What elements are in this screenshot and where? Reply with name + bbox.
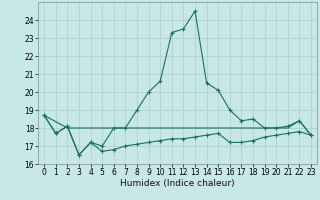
X-axis label: Humidex (Indice chaleur): Humidex (Indice chaleur): [120, 179, 235, 188]
